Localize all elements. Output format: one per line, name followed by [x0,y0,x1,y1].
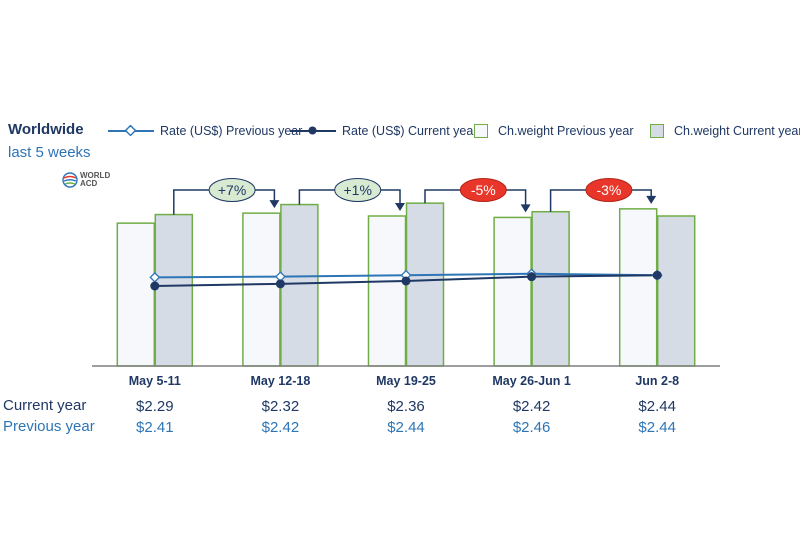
x-tick-label: May 5-11 [129,374,181,388]
bar-prev-year [493,216,532,367]
bar-current-year [154,213,194,367]
previous-year-rate-value: $2.41 [136,419,174,436]
legend-cw-cur-swatch [650,124,664,138]
previous-year-rate-value: $2.46 [513,419,551,436]
world-acd-logo: WORLD ACD [62,172,110,188]
bar-prev-year [242,212,281,367]
change-badge [334,178,382,202]
legend-rate-cur-marker [290,125,336,137]
rate-current-year-point [401,276,411,286]
rate-current-year-point [652,270,662,280]
change-arrowhead [395,203,405,211]
legend-rate-cur: Rate (US$) Current year [290,124,477,138]
chart-subtitle: last 5 weeks [8,144,91,161]
logo-line2: ACD [80,179,98,188]
bar-prev-year [116,222,156,367]
x-tick-label: Jun 2-8 [635,374,679,388]
legend-cw-prev-swatch [474,124,488,138]
rate-current-year-point [150,281,160,291]
legend-rate-prev: Rate (US$) Previous year [108,124,302,138]
current-year-rate-value: $2.29 [136,398,174,415]
rate-current-year-point [527,272,537,282]
globe-icon [62,172,78,188]
x-tick-label: May 12-18 [251,374,311,388]
previous-year-rate-value: $2.44 [638,419,676,436]
current-year-row-label: Current year [3,397,87,414]
change-badge-label: +1% [343,182,371,198]
bar-prev-year [367,215,407,367]
chart-title: Worldwide [8,121,84,138]
legend-rate-cur-label: Rate (US$) Current year [342,124,478,138]
current-year-rate-value: $2.32 [262,398,300,415]
x-tick-label: May 19-25 [376,374,436,388]
legend-cw-prev-label: Ch.weight Previous year [498,124,634,138]
current-year-rate-value: $2.36 [387,398,425,415]
legend-cw-cur: Ch.weight Current year [650,124,800,138]
legend-rate-prev-marker [108,125,154,137]
change-badge [585,178,633,202]
change-badge-label: -5% [471,182,496,198]
legend-cw-prev: Ch.weight Previous year [474,124,633,138]
current-year-rate-value: $2.44 [638,398,676,415]
change-badge-label: -3% [596,182,621,198]
change-arrowhead [520,204,531,213]
logo-line1: WORLD [80,171,111,180]
previous-year-rate-value: $2.44 [387,419,425,436]
previous-year-rate-value: $2.42 [262,419,300,436]
previous-year-row-label: Previous year [3,418,95,435]
bar-current-year [405,202,445,367]
legend-cw-cur-label: Ch.weight Current year [674,124,800,138]
change-badge [459,178,507,202]
rate-current-year-point [275,279,285,289]
change-badge [208,178,256,202]
current-year-rate-value: $2.42 [513,398,551,415]
change-arrowhead [646,195,657,204]
bar-current-year [656,215,696,367]
x-tick-label: May 26-Jun 1 [492,374,571,388]
change-badge-label: +7% [218,182,246,198]
bar-current-year [531,210,570,367]
legend-rate-prev-label: Rate (US$) Previous year [160,124,303,138]
bar-prev-year [618,208,658,367]
bar-current-year [280,203,319,367]
change-arrowhead [269,200,280,209]
